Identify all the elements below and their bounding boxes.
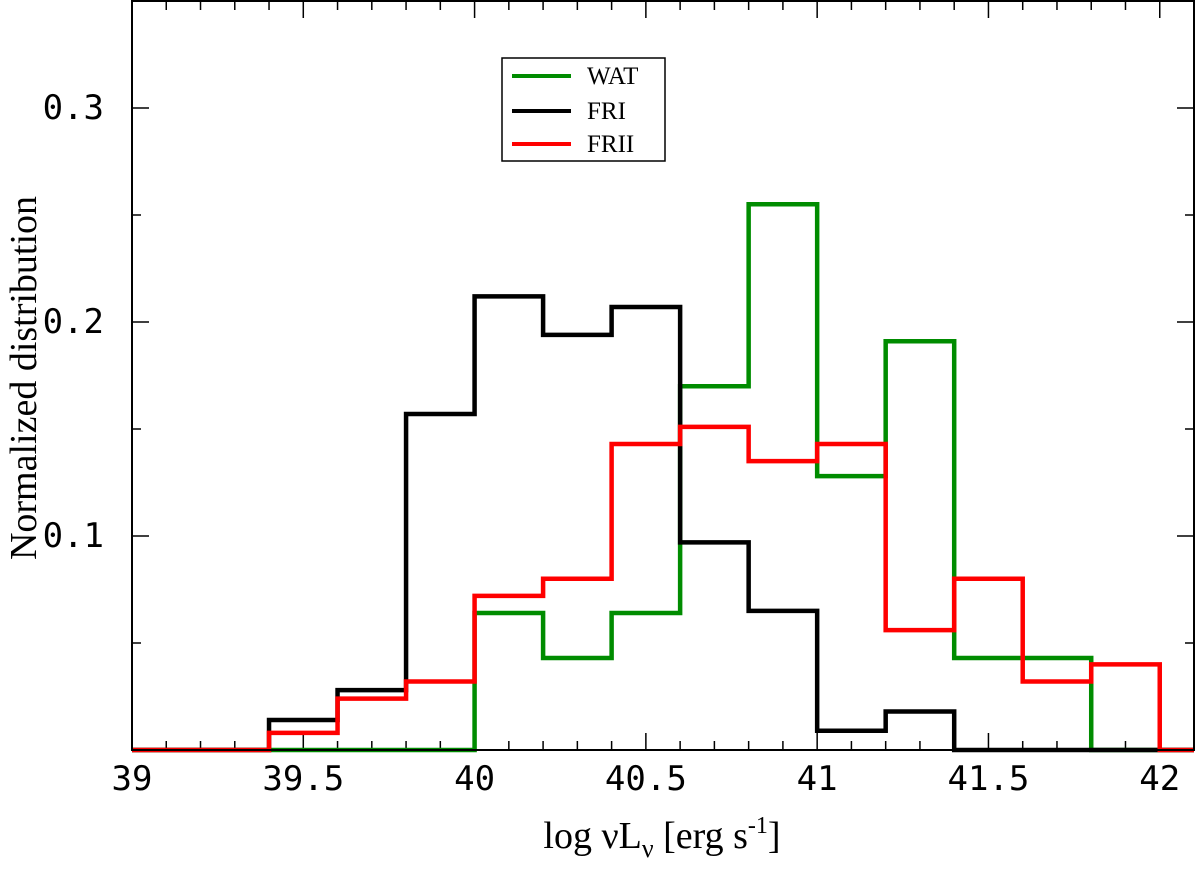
x-axis-title-nu: ν xyxy=(601,815,618,857)
x-tick-label: 42 xyxy=(1139,759,1180,799)
x-axis-title-subscript: ν xyxy=(642,834,654,863)
y-tick-label: 0.2 xyxy=(43,302,104,342)
x-tick-label: 39.5 xyxy=(262,759,344,799)
series-frii-step-line xyxy=(132,424,1194,753)
legend-label-fri: FRI xyxy=(587,98,626,125)
x-tick-label: 39 xyxy=(112,759,153,799)
x-tick-label: 41 xyxy=(797,759,838,799)
x-axis-title-superscript: -1 xyxy=(748,813,768,839)
x-axis-title-l: L xyxy=(619,815,642,857)
x-tick-label: 40.5 xyxy=(605,759,687,799)
legend-label-frii: FRII xyxy=(587,131,634,158)
y-tick-label: 0.3 xyxy=(43,88,104,128)
legend-label-wat: WAT xyxy=(587,63,638,90)
tick-labels: 39 39.5 40 40.5 41 41.5 42 0.1 0.2 0.3 xyxy=(43,88,1181,799)
legend: WAT FRI FRII xyxy=(501,57,666,162)
x-tick-label: 40 xyxy=(454,759,495,799)
y-tick-label: 0.1 xyxy=(43,516,104,556)
x-axis-title-prefix: log xyxy=(543,815,601,857)
x-axis-title-suffix: ] xyxy=(768,815,781,857)
x-axis-title-units: [erg s xyxy=(654,815,748,857)
x-axis-title: log νLν [erg s-1] xyxy=(543,813,780,863)
plot-frame xyxy=(131,0,1195,751)
y-axis-title: Normalized distribution xyxy=(3,196,45,560)
x-tick-label: 41.5 xyxy=(948,759,1030,799)
